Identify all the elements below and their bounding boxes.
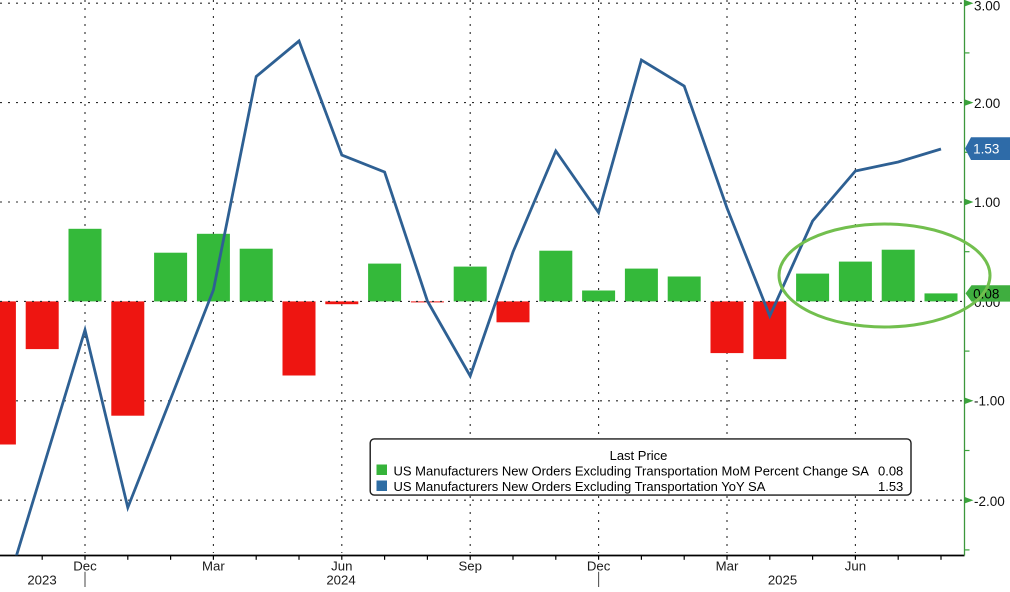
svg-text:Mar: Mar <box>202 558 225 573</box>
svg-text:US Manufacturers New Orders Ex: US Manufacturers New Orders Excluding Tr… <box>394 479 766 494</box>
svg-text:1.53: 1.53 <box>878 479 903 494</box>
svg-text:3.00: 3.00 <box>974 0 1000 13</box>
svg-text:Jun: Jun <box>331 558 352 573</box>
svg-text:-2.00: -2.00 <box>974 494 1005 509</box>
svg-text:1.53: 1.53 <box>973 141 999 156</box>
svg-text:2024: 2024 <box>326 573 355 587</box>
svg-text:2023: 2023 <box>27 573 56 587</box>
svg-text:Last Price: Last Price <box>610 448 668 463</box>
svg-text:2025: 2025 <box>768 573 797 587</box>
svg-text:US Manufacturers New Orders Ex: US Manufacturers New Orders Excluding Tr… <box>394 464 870 479</box>
svg-text:Dec: Dec <box>587 558 611 573</box>
svg-text:0.08: 0.08 <box>878 464 903 479</box>
svg-text:1.00: 1.00 <box>974 195 1000 210</box>
svg-text:Jun: Jun <box>845 558 866 573</box>
svg-text:Mar: Mar <box>716 558 739 573</box>
svg-text:Dec: Dec <box>73 558 97 573</box>
svg-text:-1.00: -1.00 <box>974 394 1005 409</box>
svg-text:Sep: Sep <box>458 558 481 573</box>
svg-text:2.00: 2.00 <box>974 96 1000 111</box>
